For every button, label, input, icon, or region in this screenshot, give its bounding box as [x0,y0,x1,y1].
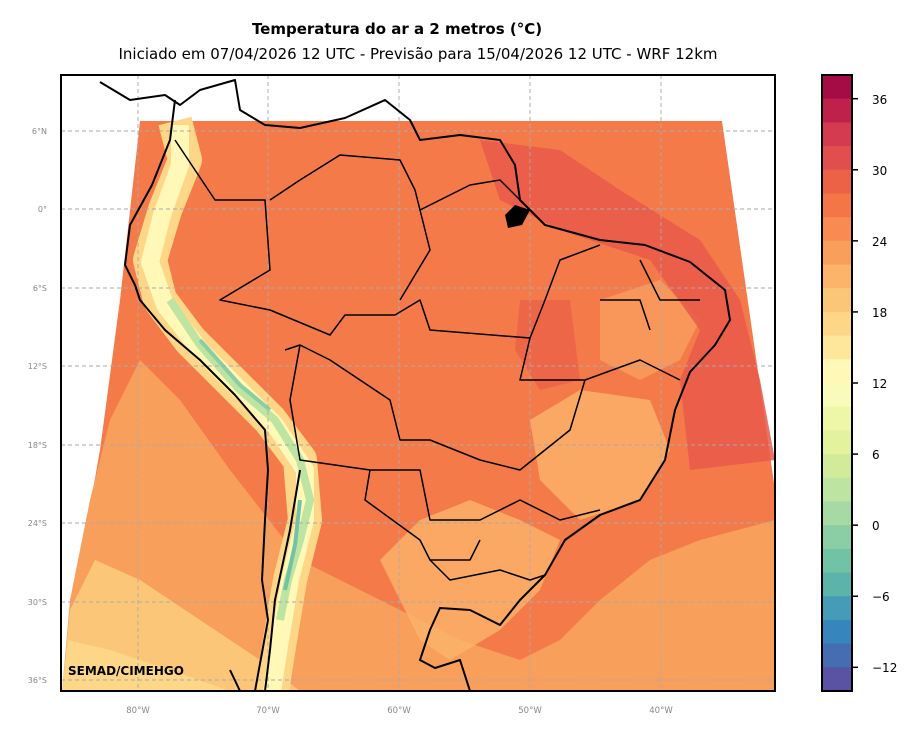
lat-label: 6°S [33,284,47,293]
colorbar-ticks: 36 30 24 18 12 6 0 −6 −12 [872,93,897,675]
colorbar-band [822,572,852,597]
lat-label: 36°S [28,676,47,685]
colorbar-band [822,501,852,526]
colorbar-band [822,288,852,313]
lon-label: 60°W [387,706,411,716]
colorbar-band [822,430,852,455]
coastlines [99,79,731,691]
colorbar-band [822,217,852,242]
colorbar-band [822,383,852,408]
colorbar-tick-label: 36 [872,93,887,107]
lat-label: 12°S [28,362,47,371]
colorbar-band [822,525,852,550]
colorbar-band [822,619,852,645]
lon-labels: 80°W 70°W 60°W 50°W 40°W [126,706,673,716]
colorbar-tick-label: 6 [872,448,880,462]
colorbar-band [822,193,852,218]
colorbar-band [822,311,852,337]
colorbar [821,74,858,692]
gridlines [61,75,775,691]
lat-label: 0° [38,205,47,214]
colorbar-band [822,264,852,289]
colorbar-band [822,643,852,668]
colorbar-band [822,169,852,194]
colorbar-tick-label: −6 [872,590,890,604]
lon-label: 80°W [126,706,150,716]
colorbar-band [822,596,852,621]
colorbar-band [822,335,852,360]
map-area: SEMAD/CIMEHGO [61,75,775,691]
colorbar-band [822,359,852,384]
figure-subtitle: Iniciado em 07/04/2026 12 UTC - Previsão… [118,45,717,63]
lat-label: 24°S [28,519,47,528]
colorbar-tick-label: 24 [872,235,887,249]
country-borders [174,139,700,581]
lon-label: 50°W [518,706,542,716]
lat-label: 6°N [32,127,47,136]
colorbar-band [822,98,852,123]
colorbar-band [822,75,852,100]
credit-label: SEMAD/CIMEHGO [68,664,184,678]
colorbar-tick-label: −12 [872,661,897,675]
colorbar-band [822,454,852,479]
lon-label: 40°W [649,706,673,716]
colorbar-band [822,548,852,574]
map-frame [60,74,776,692]
colorbar-band [822,477,852,502]
colorbar-tick-label: 30 [872,164,887,178]
colorbar-tick-label: 18 [872,306,887,320]
lat-label: 30°S [28,598,47,607]
colorbar-band [822,406,852,431]
lat-label: 18°S [28,441,47,450]
lon-label: 70°W [256,706,280,716]
colorbar-band [822,240,852,266]
colorbar-tick-label: 12 [872,377,887,391]
colorbar-band [822,146,852,171]
colorbar-band [822,667,852,692]
figure-title: Temperatura do ar a 2 metros (°C) [252,20,542,38]
lat-labels: 6°N 0° 6°S 12°S 18°S 24°S 30°S 36°S [28,127,47,685]
colorbar-tick-label: 0 [872,519,880,533]
marajo-island [505,205,530,228]
colorbar-band [822,122,852,147]
